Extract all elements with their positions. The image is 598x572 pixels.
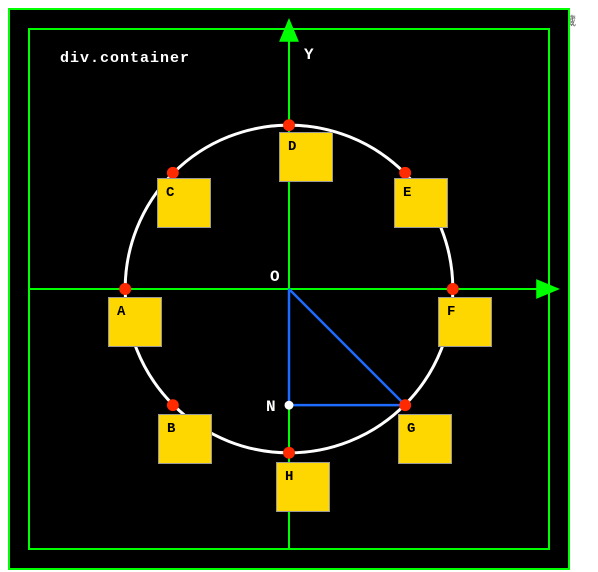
point-N-dot (285, 401, 294, 410)
box-G-label: G (407, 421, 415, 437)
box-E: E (394, 178, 448, 228)
point-A-dot (119, 283, 131, 295)
point-B-dot (167, 399, 179, 411)
box-B: B (158, 414, 212, 464)
origin-label-O: O (270, 268, 280, 286)
container-label: div.container (60, 50, 190, 67)
box-B-label: B (167, 421, 175, 437)
edge-O-G (289, 289, 405, 405)
axis-label-Y: Y (304, 46, 314, 64)
point-label-N: N (266, 398, 276, 416)
box-A: A (108, 297, 162, 347)
box-C: C (157, 178, 211, 228)
box-F: F (438, 297, 492, 347)
box-F-label: F (447, 304, 455, 320)
point-E-dot (399, 167, 411, 179)
point-H-dot (283, 447, 295, 459)
box-C-label: C (166, 185, 174, 201)
box-D-label: D (288, 139, 296, 155)
point-G-dot (399, 399, 411, 411)
point-C-dot (167, 167, 179, 179)
box-A-label: A (117, 304, 125, 320)
diagram-stage: A B C D E F G H div.container Y O N (8, 8, 570, 570)
point-F-dot (447, 283, 459, 295)
box-H: H (276, 462, 330, 512)
box-D: D (279, 132, 333, 182)
box-H-label: H (285, 469, 293, 485)
point-D-dot (283, 119, 295, 131)
box-G: G (398, 414, 452, 464)
box-E-label: E (403, 185, 411, 201)
